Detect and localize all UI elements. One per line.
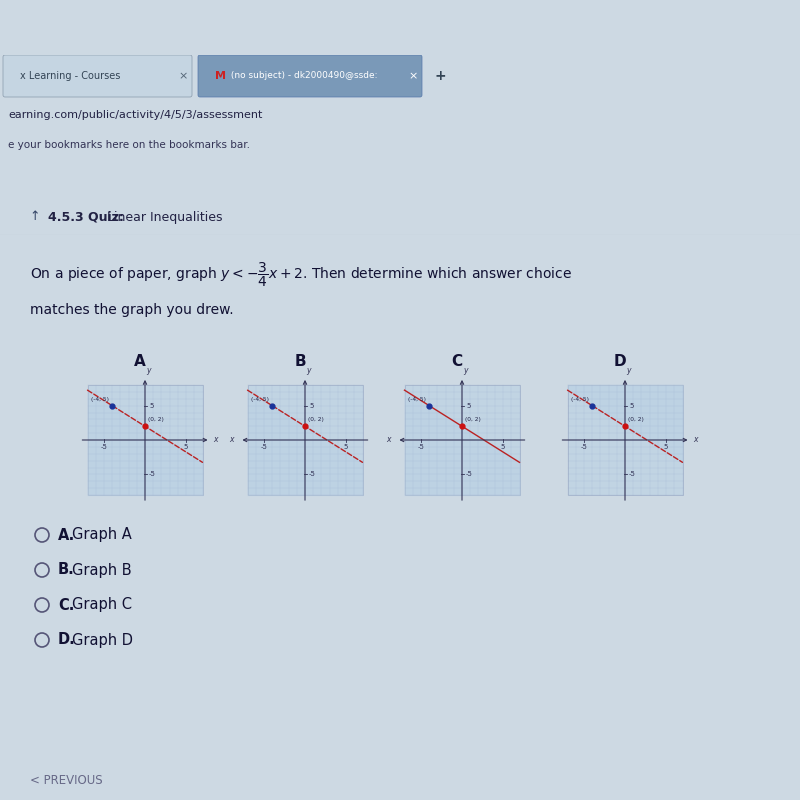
FancyBboxPatch shape	[198, 55, 422, 97]
Text: earning.com/public/activity/4/5/3/assessment: earning.com/public/activity/4/5/3/assess…	[8, 110, 262, 120]
Text: C: C	[451, 354, 462, 369]
FancyBboxPatch shape	[3, 55, 192, 97]
Bar	[87, 385, 202, 495]
Text: D.: D.	[58, 633, 76, 647]
Text: A: A	[134, 354, 146, 369]
Text: 4.5.3 Quiz:: 4.5.3 Quiz:	[48, 210, 124, 223]
Text: B: B	[294, 354, 306, 369]
Text: -5: -5	[629, 471, 636, 478]
Text: 5: 5	[344, 444, 348, 450]
Text: y: y	[306, 366, 310, 375]
Text: 5: 5	[629, 402, 634, 409]
Text: x: x	[694, 435, 698, 445]
Text: -5: -5	[101, 444, 107, 450]
Text: Graph C: Graph C	[72, 598, 132, 613]
Text: e your bookmarks here on the bookmarks bar.: e your bookmarks here on the bookmarks b…	[8, 140, 250, 150]
Text: -5: -5	[581, 444, 587, 450]
Text: Linear Inequalities: Linear Inequalities	[103, 210, 222, 223]
Text: -5: -5	[261, 444, 267, 450]
Bar	[405, 385, 519, 495]
Text: (-4, 5): (-4, 5)	[251, 397, 269, 402]
Text: y: y	[146, 366, 150, 375]
Text: ↑: ↑	[30, 210, 49, 223]
Text: (0, 2): (0, 2)	[308, 418, 324, 422]
Text: (0, 2): (0, 2)	[148, 418, 164, 422]
Text: B.: B.	[58, 562, 74, 578]
Text: x Learning - Courses: x Learning - Courses	[20, 71, 120, 81]
Text: matches the graph you drew.: matches the graph you drew.	[30, 303, 234, 317]
Bar	[247, 385, 362, 495]
Text: (0, 2): (0, 2)	[465, 418, 481, 422]
Text: (no subject) - dk2000490@ssde:: (no subject) - dk2000490@ssde:	[228, 71, 378, 81]
Bar	[567, 385, 682, 495]
Text: ×: ×	[178, 71, 188, 81]
Text: < PREVIOUS: < PREVIOUS	[30, 774, 102, 786]
Text: ×: ×	[408, 71, 418, 81]
Text: Graph A: Graph A	[72, 527, 132, 542]
Text: (0, 2): (0, 2)	[628, 418, 644, 422]
Text: -5: -5	[418, 444, 424, 450]
Text: 5: 5	[309, 402, 314, 409]
Text: D: D	[614, 354, 626, 369]
Text: (-4, 5): (-4, 5)	[91, 397, 109, 402]
Text: y: y	[626, 366, 630, 375]
Text: +: +	[435, 69, 446, 83]
Text: -5: -5	[309, 471, 316, 478]
Text: A.: A.	[58, 527, 75, 542]
Text: Graph B: Graph B	[72, 562, 132, 578]
Text: y: y	[462, 366, 467, 375]
Text: Graph D: Graph D	[72, 633, 133, 647]
Text: 5: 5	[664, 444, 668, 450]
Text: C.: C.	[58, 598, 74, 613]
Text: 5: 5	[184, 444, 188, 450]
Text: 5: 5	[501, 444, 506, 450]
Text: -5: -5	[466, 471, 473, 478]
Text: (-4, 5): (-4, 5)	[408, 397, 426, 402]
Text: On a piece of paper, graph $y < -\dfrac{3}{4}x + 2$. Then determine which answer: On a piece of paper, graph $y < -\dfrac{…	[30, 261, 572, 289]
Text: (-4, 5): (-4, 5)	[571, 397, 589, 402]
Text: 5: 5	[466, 402, 470, 409]
Text: -5: -5	[149, 471, 156, 478]
Text: M: M	[215, 71, 226, 81]
Text: x: x	[229, 435, 234, 445]
Text: x: x	[214, 435, 218, 445]
Text: 5: 5	[149, 402, 154, 409]
Text: x: x	[386, 435, 390, 445]
